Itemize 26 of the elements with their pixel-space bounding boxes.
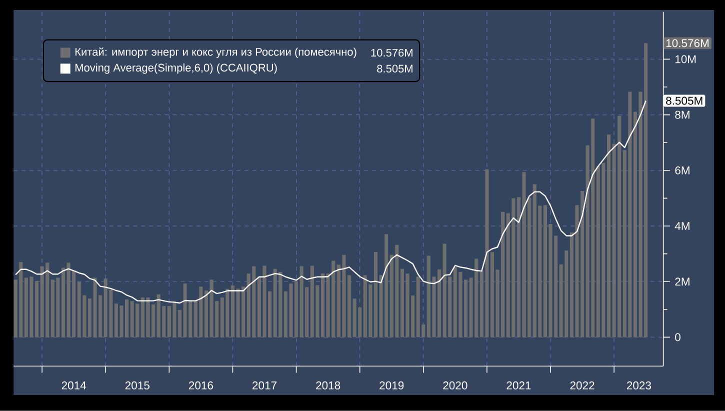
x-tick-label: 2016 — [188, 381, 213, 390]
x-tick-label: 2018 — [316, 381, 340, 390]
y-tick-label: 8M — [675, 110, 690, 119]
x-tick-label: 2017 — [252, 381, 276, 390]
legend-label: Китай: импорт энерг и кокс угля из России (помесячно) — [75, 48, 356, 58]
x-tick-label: 2014 — [62, 381, 86, 390]
annotation: 10.576M — [371, 48, 412, 57]
x-tick-label: 2023 — [626, 381, 652, 390]
x-tick-label: 2022 — [570, 381, 594, 390]
bar — [204, 290, 208, 338]
text: 8.505M — [666, 96, 702, 105]
y-tick-label: 10M — [675, 55, 696, 64]
annotation: 8.505M — [377, 64, 412, 73]
y-tick-label: 0 — [675, 333, 680, 342]
bar — [61, 268, 66, 338]
y-tick-label: 2M — [675, 278, 690, 286]
y-tick-label: 4M — [674, 222, 690, 230]
x-tick-label: 2019 — [380, 381, 404, 390]
x-tick-label: 2020 — [443, 381, 468, 390]
x-tick-label: 2015 — [125, 381, 150, 390]
legend-label: Moving Average(Simple,6,0) (CCAIIQRU) — [75, 64, 277, 74]
x-tick-label: 2021 — [506, 381, 531, 390]
text: 10.576M — [666, 39, 709, 48]
y-tick-label: 6M — [675, 166, 690, 174]
bar — [633, 112, 638, 338]
bar — [490, 252, 494, 338]
